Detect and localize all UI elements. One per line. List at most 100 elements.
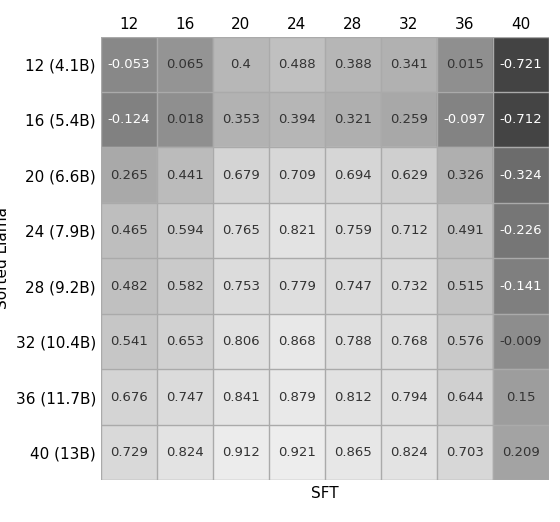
- Bar: [213, 37, 269, 92]
- Text: 0.259: 0.259: [390, 113, 428, 126]
- Text: 0.482: 0.482: [110, 280, 148, 293]
- Text: 0.582: 0.582: [166, 280, 204, 293]
- Bar: [325, 92, 381, 147]
- Bar: [381, 314, 437, 370]
- Text: 0.015: 0.015: [446, 58, 484, 71]
- Bar: [213, 92, 269, 147]
- Text: 0.759: 0.759: [334, 224, 372, 237]
- Text: 0.265: 0.265: [110, 169, 148, 182]
- Bar: [381, 203, 437, 258]
- Bar: [157, 425, 213, 480]
- Bar: [157, 148, 213, 203]
- Text: 0.15: 0.15: [506, 390, 535, 404]
- Text: 0.644: 0.644: [446, 390, 484, 404]
- Text: 0.794: 0.794: [390, 390, 428, 404]
- Text: 0.824: 0.824: [166, 446, 204, 459]
- Text: 0.326: 0.326: [446, 169, 484, 182]
- Bar: [493, 148, 549, 203]
- Text: 0.868: 0.868: [278, 335, 316, 348]
- Text: 0.747: 0.747: [334, 280, 372, 293]
- Bar: [101, 148, 157, 203]
- Bar: [325, 425, 381, 480]
- Text: 0.812: 0.812: [334, 390, 372, 404]
- Bar: [493, 203, 549, 258]
- Bar: [437, 370, 493, 425]
- Bar: [437, 425, 493, 480]
- Bar: [157, 370, 213, 425]
- Bar: [381, 258, 437, 314]
- Text: 0.732: 0.732: [390, 280, 428, 293]
- Text: 0.912: 0.912: [222, 446, 260, 459]
- Text: 0.788: 0.788: [334, 335, 372, 348]
- Text: -0.124: -0.124: [108, 113, 150, 126]
- Text: -0.053: -0.053: [108, 58, 150, 71]
- Text: 0.4: 0.4: [230, 58, 251, 71]
- Bar: [101, 425, 157, 480]
- Bar: [269, 92, 325, 147]
- Bar: [493, 258, 549, 314]
- Text: 0.491: 0.491: [446, 224, 484, 237]
- Bar: [213, 148, 269, 203]
- Bar: [101, 203, 157, 258]
- Text: 0.921: 0.921: [278, 446, 316, 459]
- Bar: [269, 370, 325, 425]
- Text: 0.388: 0.388: [334, 58, 372, 71]
- Bar: [493, 425, 549, 480]
- Text: 0.065: 0.065: [166, 58, 204, 71]
- Bar: [101, 37, 157, 92]
- Text: 0.841: 0.841: [222, 390, 260, 404]
- Text: 0.694: 0.694: [334, 169, 372, 182]
- Bar: [381, 37, 437, 92]
- Bar: [101, 92, 157, 147]
- Text: -0.226: -0.226: [500, 224, 542, 237]
- Bar: [325, 148, 381, 203]
- Text: 0.515: 0.515: [446, 280, 484, 293]
- Text: 0.441: 0.441: [166, 169, 204, 182]
- Text: 0.679: 0.679: [222, 169, 260, 182]
- Text: 0.879: 0.879: [278, 390, 316, 404]
- Text: 0.768: 0.768: [390, 335, 428, 348]
- Bar: [213, 370, 269, 425]
- Text: 0.806: 0.806: [222, 335, 260, 348]
- Bar: [325, 314, 381, 370]
- Bar: [493, 314, 549, 370]
- Text: -0.141: -0.141: [500, 280, 542, 293]
- Bar: [381, 425, 437, 480]
- Text: -0.324: -0.324: [500, 169, 542, 182]
- Bar: [493, 92, 549, 147]
- Text: 0.321: 0.321: [334, 113, 372, 126]
- Text: 0.353: 0.353: [222, 113, 260, 126]
- Text: -0.009: -0.009: [500, 335, 542, 348]
- Text: 0.341: 0.341: [390, 58, 428, 71]
- Bar: [437, 37, 493, 92]
- Bar: [101, 314, 157, 370]
- Bar: [157, 314, 213, 370]
- Bar: [269, 148, 325, 203]
- Bar: [157, 203, 213, 258]
- Text: 0.765: 0.765: [222, 224, 260, 237]
- Bar: [157, 37, 213, 92]
- Text: -0.712: -0.712: [500, 113, 542, 126]
- Text: 0.488: 0.488: [278, 58, 316, 71]
- Text: 0.018: 0.018: [166, 113, 204, 126]
- Text: 0.629: 0.629: [390, 169, 428, 182]
- Text: 0.712: 0.712: [390, 224, 428, 237]
- Text: 0.465: 0.465: [110, 224, 148, 237]
- Text: 0.709: 0.709: [278, 169, 316, 182]
- Text: 0.747: 0.747: [166, 390, 204, 404]
- Bar: [325, 203, 381, 258]
- Bar: [437, 203, 493, 258]
- Text: 0.753: 0.753: [222, 280, 260, 293]
- Bar: [213, 203, 269, 258]
- Text: 0.594: 0.594: [166, 224, 204, 237]
- Bar: [213, 314, 269, 370]
- Text: 0.821: 0.821: [278, 224, 316, 237]
- Bar: [269, 37, 325, 92]
- Bar: [101, 370, 157, 425]
- Bar: [437, 92, 493, 147]
- Bar: [325, 258, 381, 314]
- Text: -0.097: -0.097: [444, 113, 486, 126]
- Bar: [269, 425, 325, 480]
- Bar: [101, 258, 157, 314]
- Bar: [437, 148, 493, 203]
